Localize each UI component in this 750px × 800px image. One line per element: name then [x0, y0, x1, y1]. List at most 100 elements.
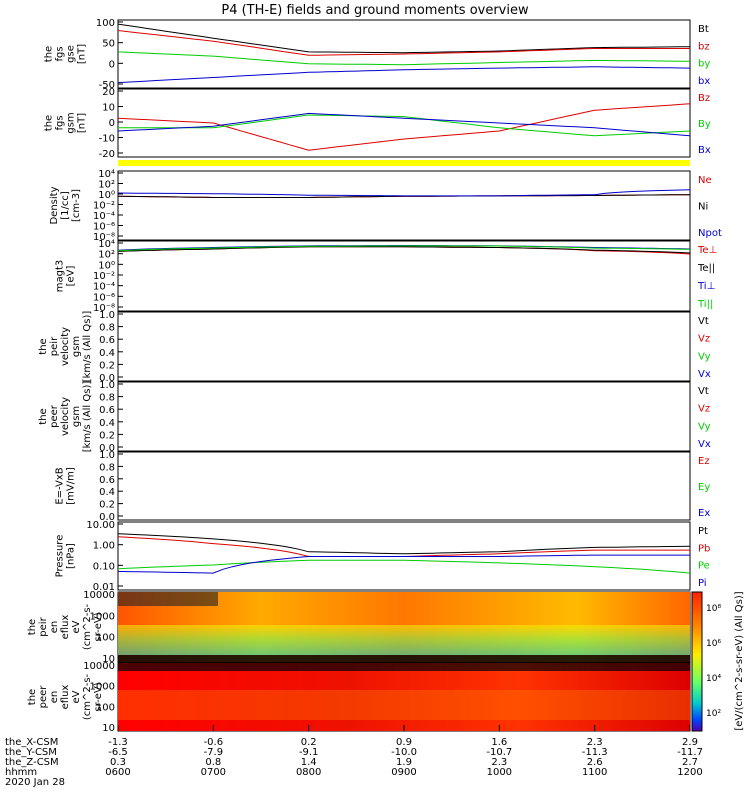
x-axis-tick-value: 0.8 — [205, 757, 221, 768]
ytick-label: 10² — [98, 250, 115, 261]
panel-ylabel: eV — [71, 690, 82, 703]
ytick-label: 1000 — [90, 682, 115, 693]
panel-ylabel: Pressure — [55, 535, 66, 578]
ytick-label: 0.4 — [99, 487, 115, 498]
x-axis-tick-value: 1000 — [487, 767, 512, 778]
peir-eflux-top-dark-band — [118, 592, 218, 606]
panel-frame — [117, 311, 691, 382]
legend-entry: Vz — [698, 334, 710, 345]
x-axis-block: the_X-CSM -1.3 -0.6 0.2 0.9 1.6 2.3 2.9 the_Y-CS… — [5, 725, 703, 788]
legend-entry: Ti⊥ — [697, 281, 715, 292]
panel-e-field: 1.00.8 0.60.4 0.20.0 E=-VxB [mV/m] Ez Ey Ex — [55, 450, 711, 523]
panel-ylabel: (cm^2-s- — [82, 603, 93, 650]
x-axis-tick-value: 0.3 — [110, 757, 126, 768]
ytick-label: 100 — [96, 633, 115, 644]
series-line-pressure — [117, 554, 690, 574]
ytick-label: 0.0 — [99, 443, 115, 454]
ytick-label: 0.01 — [93, 582, 115, 593]
ytick-label: 10⁴ — [98, 239, 115, 250]
peir-eflux-black-band — [118, 655, 690, 662]
panel-fgs-gsm: 20 10 0 -10 -20 the fgs gsm [nT] Bz By Bx — [44, 87, 711, 160]
panel-ylabel: peir — [38, 616, 49, 636]
series-line-temperature — [117, 245, 691, 252]
x-axis-tick-value: -10.0 — [391, 747, 417, 758]
panel-ylabel: (cm^2-s- — [82, 673, 93, 720]
panel-ylabel: [nPa] — [66, 543, 77, 569]
legend-entry: Ti|| — [697, 299, 713, 310]
x-axis-tick-value: 1100 — [582, 767, 607, 778]
ytick-label: 1.0 — [99, 450, 115, 461]
ytick-label: 10⁰ — [98, 260, 115, 271]
ytick-label: 50 — [102, 39, 115, 50]
ytick-label: 0.10 — [93, 561, 115, 572]
x-axis-tick-value: 0900 — [391, 767, 416, 778]
ytick-label: 0.8 — [99, 323, 115, 334]
panel-frame — [117, 19, 691, 89]
panel-ylabel: the — [44, 46, 55, 62]
panel-peer-velocity: 1.0 0.80.6 0.40.2 0.0 the peer velocity gsm [km/… — [38, 380, 711, 454]
legend-entry: bx — [698, 76, 710, 87]
panel-ylabel: sr-eV) — [93, 612, 104, 641]
panel-ylabel: Density — [49, 186, 60, 224]
panel-ylabel: magt3 — [55, 260, 66, 293]
panel-ylabel: the — [27, 619, 38, 635]
x-axis-tick-value: -6.5 — [108, 747, 128, 758]
x-axis-row-label: hhmm — [5, 767, 37, 778]
x-axis-tick-value: 2.9 — [682, 737, 698, 748]
ytick-label: 10⁻⁶ — [93, 222, 115, 233]
legend-entry: Vx — [698, 439, 711, 450]
x-axis-tick-value: -11.3 — [582, 747, 608, 758]
series-line-pressure — [117, 533, 691, 555]
colorbar-tick: 10⁴ — [706, 674, 721, 684]
panel-ylabel: E=-VxB — [55, 467, 66, 504]
x-axis-tick-value: -7.9 — [204, 747, 224, 758]
legend-entry: Vt — [698, 386, 709, 397]
panel-ylabel: gsm — [71, 406, 82, 427]
panel-ylabel: velocity — [60, 327, 71, 366]
x-axis-tick-value: 0600 — [105, 767, 130, 778]
ytick-label: 10 — [102, 654, 115, 665]
legend-entry: Bx — [698, 145, 711, 156]
panel-ylabel: fgs — [55, 115, 66, 130]
panel-ylabel: sr-eV) — [93, 682, 104, 711]
quality-flag-bar — [118, 160, 690, 166]
legend-entry: Ez — [698, 456, 710, 467]
ytick-label: 0.0 — [99, 373, 115, 384]
ytick-label: 1.00 — [93, 541, 115, 552]
legend-entry: by — [698, 59, 710, 70]
ytick-label: -10 — [99, 134, 115, 145]
panel-ylabel: en — [49, 691, 60, 704]
figure-title: P4 (TH-E) fields and ground moments over… — [221, 3, 529, 18]
panel-frame — [117, 381, 691, 452]
colorbar-tick: 10⁸ — [706, 604, 721, 614]
panel-ylabel: the — [27, 689, 38, 705]
panel-frame — [117, 88, 691, 158]
legend-entry: Bz — [698, 93, 710, 104]
peer-eflux-top-band — [118, 663, 690, 671]
ytick-label: 0.4 — [99, 348, 115, 359]
peer-eflux-spectrogram — [118, 663, 690, 731]
ytick-label: 0.4 — [99, 418, 115, 429]
legend-entry: Vy — [698, 351, 711, 362]
ytick-label: -50 — [99, 80, 115, 91]
ytick-label: 10.00 — [86, 520, 115, 531]
panel-frame — [117, 451, 691, 521]
ytick-label: 10 — [102, 103, 115, 114]
x-axis-tick-value: -9.1 — [299, 747, 319, 758]
panel-ylabel: gsm — [71, 336, 82, 357]
x-axis-tick-value: -10.7 — [486, 747, 512, 758]
ytick-label: 10000 — [83, 661, 115, 672]
series-line-fgs-gse — [117, 23, 691, 54]
ytick-label: 10⁰ — [98, 190, 115, 201]
colorbar-tick: 10⁶ — [706, 639, 721, 649]
ytick-label: 0.6 — [99, 405, 115, 416]
panel-ylabel: eflux — [60, 685, 71, 710]
panel-peir-velocity: 1.0 0.80.6 0.40.2 0.0 the peir velocity gsm [km/… — [38, 310, 711, 384]
panel-ylabel: [mV/m] — [66, 467, 77, 505]
panel-ylabel: peer — [38, 685, 49, 709]
ytick-label: -20 — [99, 149, 115, 160]
panel-ylabel: the — [38, 408, 49, 424]
series-line-fgs-gse — [117, 30, 690, 56]
panel-ylabel: en — [49, 621, 60, 634]
colorbar-gradient — [691, 591, 703, 732]
